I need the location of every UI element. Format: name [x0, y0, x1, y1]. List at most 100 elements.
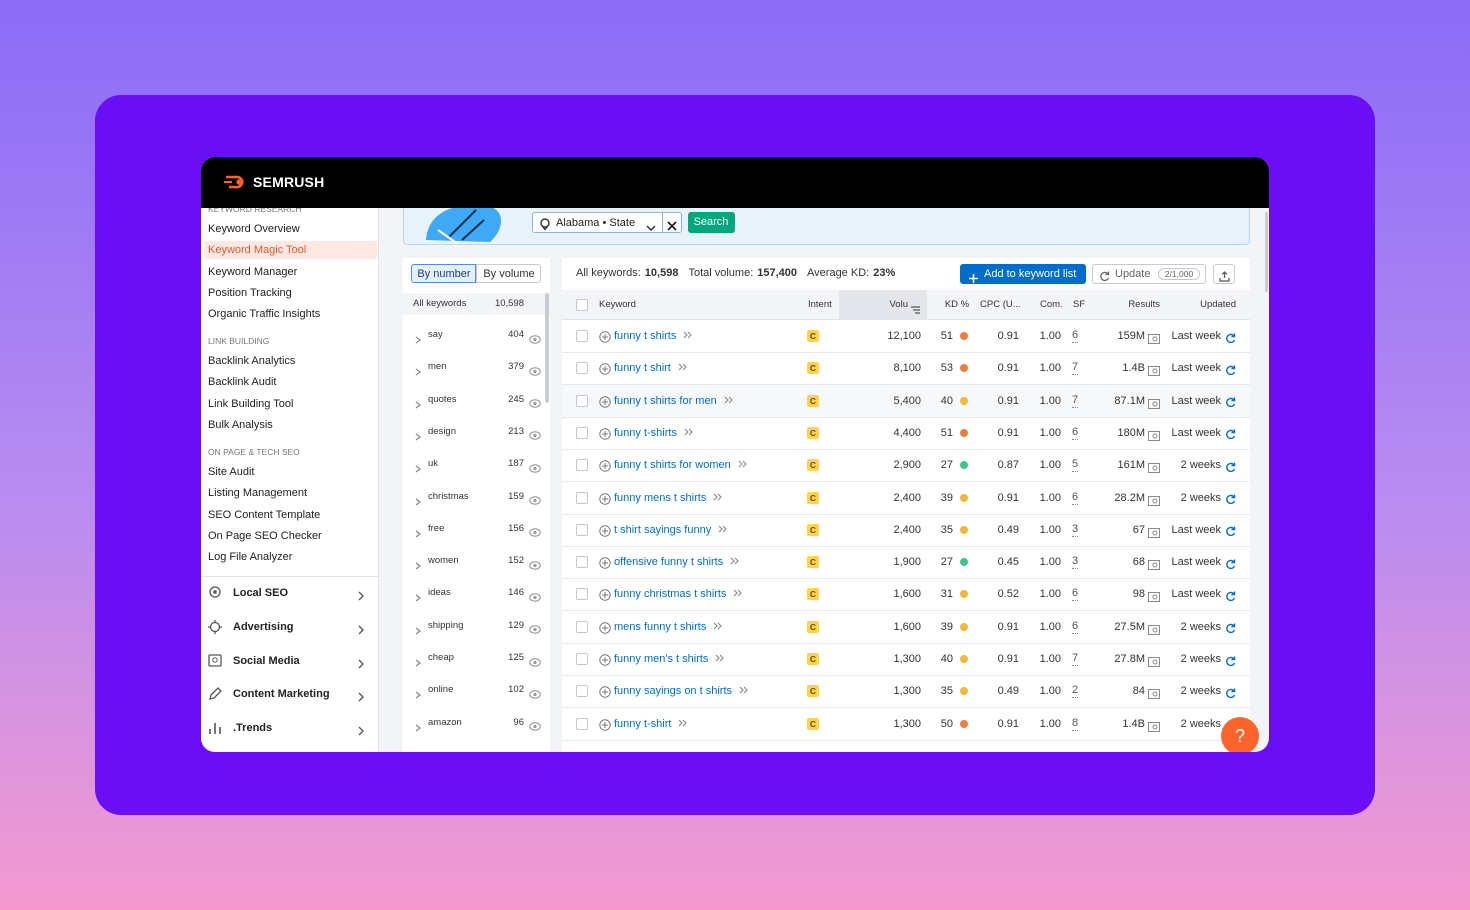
- add-keyword-icon[interactable]: [599, 621, 611, 634]
- add-keyword-icon[interactable]: [599, 524, 611, 537]
- column-header[interactable]: Updated: [1200, 299, 1236, 310]
- keyword-link[interactable]: funny t shirt: [614, 360, 688, 376]
- group-chevron[interactable]: [358, 622, 364, 635]
- serp-features[interactable]: 5: [1072, 458, 1079, 473]
- serp-features[interactable]: 7: [1072, 393, 1079, 408]
- eye-icon[interactable]: [529, 621, 541, 634]
- sidebar-item[interactable]: Keyword Manager: [208, 265, 298, 278]
- refresh-row-icon[interactable]: [1225, 395, 1236, 408]
- column-header[interactable]: KD %: [944, 299, 970, 310]
- help-button[interactable]: ?: [1221, 717, 1259, 752]
- eye-icon[interactable]: [529, 331, 541, 344]
- add-keyword-icon[interactable]: [599, 588, 611, 602]
- serp-icon[interactable]: [1148, 719, 1160, 732]
- filter-word[interactable]: cheap: [428, 652, 454, 663]
- expand-icon[interactable]: [415, 525, 421, 538]
- filter-word[interactable]: uk: [428, 458, 439, 470]
- sidebar-group[interactable]: Local SEO: [233, 587, 289, 599]
- eye-icon[interactable]: [529, 427, 541, 441]
- keyword-link[interactable]: funny sayings on t shirts: [614, 683, 749, 699]
- row-checkbox[interactable]: [576, 491, 588, 504]
- expand-icon[interactable]: [415, 654, 421, 667]
- refresh-row-icon[interactable]: [1225, 557, 1236, 569]
- serp-features[interactable]: 3: [1072, 555, 1079, 570]
- group-chevron[interactable]: [358, 656, 364, 669]
- filter-word[interactable]: ideas: [428, 587, 451, 599]
- sidebar-item[interactable]: SEO Content Template: [208, 508, 321, 521]
- expand-icon[interactable]: [415, 396, 421, 409]
- column-header[interactable]: CPC (U...: [980, 299, 1021, 310]
- row-checkbox[interactable]: [576, 362, 588, 375]
- eye-icon[interactable]: [529, 557, 541, 570]
- refresh-row-icon[interactable]: [1225, 460, 1236, 472]
- refresh-row-icon[interactable]: [1225, 686, 1236, 698]
- serp-icon[interactable]: [1148, 493, 1160, 506]
- expand-icon[interactable]: [415, 493, 421, 505]
- row-checkbox[interactable]: [576, 556, 588, 569]
- refresh-row-icon[interactable]: [1225, 363, 1236, 375]
- group-chevron[interactable]: [358, 588, 364, 601]
- select-all-checkbox[interactable]: [576, 299, 588, 311]
- serp-features[interactable]: 3: [1072, 522, 1079, 537]
- clear-icon[interactable]: [667, 218, 677, 231]
- add-keyword-icon[interactable]: [599, 362, 611, 375]
- sidebar-item[interactable]: Bulk Analysis: [208, 418, 273, 431]
- row-checkbox[interactable]: [576, 685, 588, 698]
- serp-icon[interactable]: [1148, 428, 1160, 441]
- refresh-row-icon[interactable]: [1225, 589, 1236, 602]
- sidebar-item[interactable]: Listing Management: [208, 487, 308, 500]
- sidebar-item[interactable]: Keyword Magic Tool: [208, 244, 307, 257]
- serp-features[interactable]: 6: [1072, 425, 1079, 440]
- keyword-link[interactable]: t shirt sayings funny: [614, 522, 728, 538]
- serp-icon[interactable]: [1148, 686, 1160, 700]
- refresh-row-icon[interactable]: [1225, 331, 1236, 343]
- serp-features[interactable]: 6: [1072, 587, 1079, 602]
- column-header[interactable]: Intent: [808, 299, 832, 310]
- serp-features[interactable]: 7: [1072, 361, 1079, 376]
- add-keyword-icon[interactable]: [599, 427, 611, 440]
- column-header[interactable]: Com.: [1040, 299, 1063, 310]
- refresh-row-icon[interactable]: [1225, 654, 1236, 666]
- column-header[interactable]: Keyword: [599, 299, 636, 310]
- filter-word[interactable]: shipping: [428, 619, 464, 631]
- eye-icon[interactable]: [529, 718, 541, 731]
- expand-icon[interactable]: [415, 622, 421, 635]
- serp-icon[interactable]: [1148, 363, 1160, 377]
- filter-word[interactable]: men: [428, 361, 447, 373]
- sidebar-item[interactable]: Backlink Audit: [208, 376, 277, 389]
- expand-icon[interactable]: [415, 428, 421, 441]
- filter-word[interactable]: christmas: [428, 490, 469, 502]
- refresh-row-icon[interactable]: [1225, 492, 1236, 505]
- eye-icon[interactable]: [529, 686, 541, 699]
- sidebar-group[interactable]: Content Marketing: [233, 688, 330, 701]
- column-header[interactable]: Results: [1128, 299, 1160, 310]
- row-checkbox[interactable]: [576, 588, 588, 601]
- row-checkbox[interactable]: [576, 523, 588, 536]
- refresh-row-icon[interactable]: [1225, 427, 1236, 440]
- refresh-row-icon[interactable]: [1225, 524, 1236, 537]
- eye-icon[interactable]: [529, 654, 541, 667]
- refresh-row-icon[interactable]: [1225, 621, 1236, 634]
- location-select[interactable]: Alabama • State: [532, 212, 682, 233]
- serp-icon[interactable]: [1148, 396, 1160, 409]
- keyword-link[interactable]: funny mens t shirts: [614, 490, 723, 506]
- expand-icon[interactable]: [415, 331, 421, 344]
- eye-icon[interactable]: [529, 395, 541, 408]
- row-checkbox[interactable]: [576, 426, 588, 439]
- serp-features[interactable]: 8: [1072, 716, 1079, 731]
- column-header[interactable]: SF: [1073, 299, 1086, 310]
- sidebar-item[interactable]: Keyword Overview: [208, 223, 300, 235]
- sidebar-item[interactable]: Site Audit: [208, 466, 255, 478]
- add-keyword-icon[interactable]: [599, 330, 611, 343]
- add-keyword-icon[interactable]: [599, 459, 611, 472]
- group-chevron[interactable]: [358, 689, 364, 702]
- sidebar-group[interactable]: .Trends: [233, 722, 273, 735]
- eye-icon[interactable]: [529, 460, 541, 473]
- eye-icon[interactable]: [529, 589, 541, 602]
- add-keyword-icon[interactable]: [599, 395, 611, 408]
- sidebar-item[interactable]: Backlink Analytics: [208, 355, 296, 367]
- add-keyword-icon[interactable]: [599, 718, 611, 731]
- sidebar-item[interactable]: Position Tracking: [208, 286, 292, 299]
- keyword-link[interactable]: funny men's t shirts: [614, 651, 725, 667]
- keyword-link[interactable]: funny t shirts: [614, 328, 693, 344]
